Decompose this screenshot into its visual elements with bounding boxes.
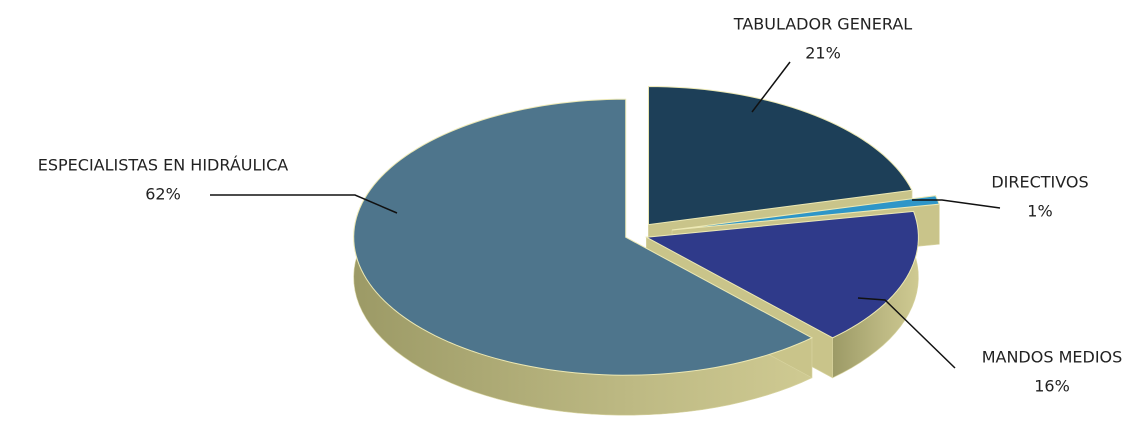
slice-value-label: 1% <box>1027 202 1052 221</box>
slice-label: TABULADOR GENERAL <box>733 15 913 34</box>
leader-line <box>912 199 1001 209</box>
slice <box>644 210 919 339</box>
slice-value-label: 21% <box>805 44 841 63</box>
slice <box>353 98 814 376</box>
pie-tops <box>353 86 940 376</box>
leader-line <box>751 61 791 113</box>
slice <box>647 86 913 226</box>
slice-label: ESPECIALISTAS EN HIDRÁULICA <box>38 156 289 175</box>
slice-value-label: 16% <box>1034 377 1070 396</box>
leader-line <box>857 297 956 369</box>
slice-label: DIRECTIVOS <box>991 173 1088 192</box>
leader-line <box>210 194 398 214</box>
pie <box>353 86 940 416</box>
slice-value-label: 62% <box>145 185 181 204</box>
slice-label: MANDOS MEDIOS <box>982 348 1123 367</box>
